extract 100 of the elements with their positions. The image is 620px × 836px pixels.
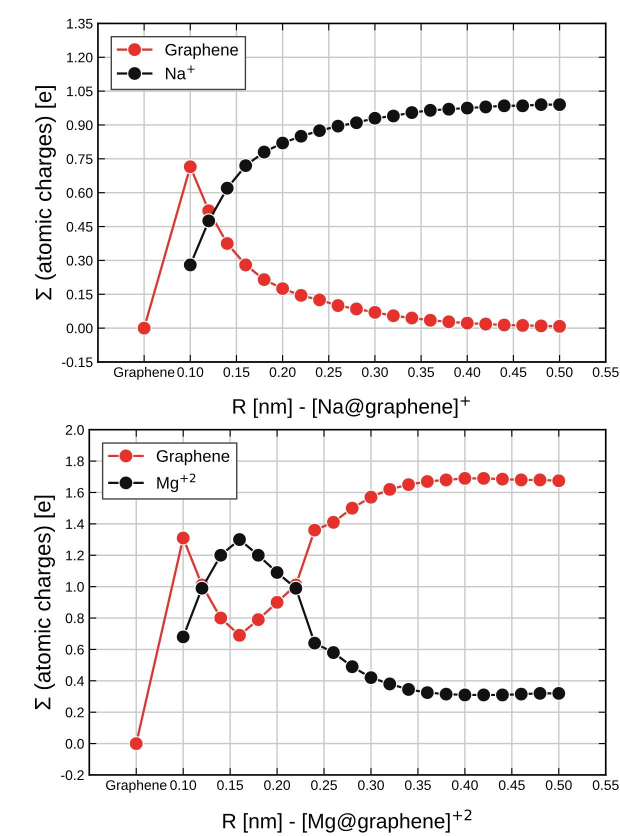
legend-label: Graphene — [156, 450, 230, 466]
point — [494, 687, 510, 702]
point — [232, 628, 248, 643]
legend-label: Mg$^{+2}$ — [157, 474, 196, 492]
point — [312, 123, 328, 138]
point — [270, 594, 285, 610]
point — [478, 316, 494, 332]
point — [552, 97, 568, 112]
point — [532, 472, 548, 488]
x-tick-label: 0.55 — [592, 367, 619, 378]
point — [441, 102, 456, 117]
point — [348, 115, 364, 130]
legend-label: Graphene — [165, 43, 238, 59]
point — [496, 317, 512, 332]
y-tick-label: -0.15 — [62, 357, 93, 368]
x-tick-label: 0.45 — [500, 367, 526, 378]
x-tick-label: Graphene — [114, 366, 174, 380]
y-tick-label: -0.2 — [61, 770, 84, 780]
y-axis-title: Σ (atomic charges) [e] — [35, 86, 56, 300]
point — [534, 318, 549, 334]
y-tick-label: 0.00 — [66, 323, 93, 334]
point — [275, 136, 290, 151]
x-tick-label: 0.15 — [223, 367, 250, 378]
point — [401, 477, 416, 492]
y-tick-label: 2.0 — [66, 425, 84, 435]
y-tick-label: 0.45 — [66, 222, 93, 232]
point — [514, 472, 529, 488]
y-tick-label: 1.4 — [66, 519, 84, 529]
point — [551, 686, 566, 701]
point — [363, 490, 378, 505]
legend-label: Na$^{+}$ — [166, 66, 195, 80]
point — [496, 98, 512, 114]
point — [476, 687, 492, 702]
point — [348, 301, 364, 316]
point — [238, 158, 254, 174]
point — [367, 110, 382, 126]
point — [438, 686, 454, 702]
point — [256, 144, 272, 160]
y-tick-label: 0.2 — [66, 708, 84, 718]
point — [136, 320, 152, 336]
point — [457, 687, 472, 702]
y-tick-label: 0.6 — [66, 644, 84, 655]
point — [275, 281, 290, 296]
point — [176, 629, 191, 644]
point — [515, 318, 530, 333]
point — [294, 288, 309, 303]
point — [294, 128, 309, 144]
point — [128, 736, 144, 752]
point — [220, 180, 235, 196]
point — [326, 514, 341, 530]
point — [552, 318, 568, 334]
x-tick-label: 0.15 — [217, 780, 244, 790]
point — [250, 548, 266, 563]
point — [514, 686, 529, 702]
point — [404, 310, 420, 326]
point — [515, 98, 530, 114]
y-tick-label: 1.20 — [67, 52, 93, 62]
x-tick-label: 0.50 — [546, 780, 572, 790]
point — [420, 474, 435, 489]
x-tick-label: 0.10 — [177, 367, 204, 378]
x-tick-label: 0.40 — [452, 780, 478, 790]
point — [256, 272, 272, 288]
point — [344, 500, 360, 516]
x-axis-title: R [nm] - [Na@graphene]$^{+}$ — [233, 396, 470, 418]
point — [312, 292, 328, 308]
y-tick-label: 0.60 — [66, 188, 93, 198]
point — [194, 580, 210, 596]
point — [213, 610, 228, 626]
y-tick-label: 1.2 — [66, 550, 84, 560]
y-tick-label: 0.15 — [66, 290, 93, 300]
point — [363, 670, 378, 686]
point — [330, 298, 346, 314]
y-tick-label: 1.05 — [67, 86, 93, 96]
x-tick-label: 0.20 — [264, 780, 290, 790]
point — [270, 565, 285, 580]
point — [382, 482, 398, 497]
x-tick-label: 0.35 — [404, 780, 431, 790]
point — [438, 472, 454, 488]
point — [386, 108, 401, 124]
y-tick-label: 1.35 — [67, 18, 93, 29]
x-tick-label: 0.20 — [270, 367, 296, 378]
point — [382, 676, 398, 692]
point — [551, 473, 566, 488]
x-tick-label: 0.30 — [358, 780, 384, 790]
point — [250, 612, 266, 628]
x-tick-label: 0.30 — [362, 367, 388, 378]
point — [404, 105, 420, 120]
point — [201, 213, 216, 228]
point — [401, 682, 416, 697]
point — [494, 472, 510, 487]
y-tick-label: 0.4 — [66, 676, 84, 686]
point — [422, 102, 438, 118]
x-tick-label: 0.25 — [316, 367, 342, 378]
point — [176, 530, 191, 546]
y-tick-label: 0.90 — [66, 120, 93, 130]
point — [326, 645, 341, 660]
x-axis-title: R [nm] - [Mg@graphene]$^{+2}$ — [223, 809, 472, 833]
point — [422, 312, 438, 328]
point — [460, 316, 475, 331]
point — [460, 100, 475, 116]
